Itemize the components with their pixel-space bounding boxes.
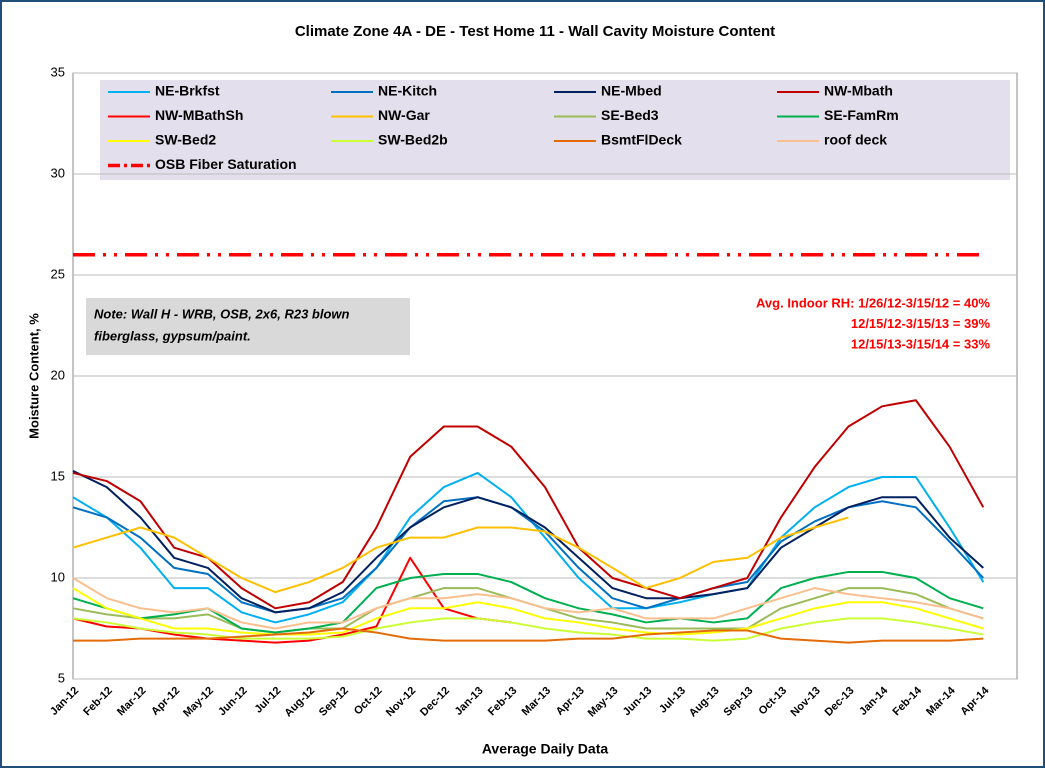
series-line bbox=[72, 617, 984, 642]
x-axis-label: Average Daily Data bbox=[482, 741, 609, 757]
legend-label: SE-Bed3 bbox=[601, 107, 659, 123]
note-text: Note: Wall H - WRB, OSB, 2x6, R23 blown bbox=[94, 306, 350, 321]
series-line bbox=[72, 496, 985, 614]
legend-label: BsmtFlDeck bbox=[601, 132, 682, 148]
legend-label: NW-Mbath bbox=[824, 83, 893, 99]
legend-label: SW-Bed2b bbox=[378, 132, 448, 148]
series-line bbox=[72, 399, 985, 610]
series-line bbox=[72, 470, 984, 614]
y-tick-label: 30 bbox=[51, 165, 65, 180]
y-tick-label: 15 bbox=[51, 468, 65, 483]
y-tick-label: 20 bbox=[51, 367, 65, 382]
note-box bbox=[86, 298, 410, 355]
y-axis-label: Moisture Content, % bbox=[26, 313, 41, 439]
legend-label: NE-Mbed bbox=[601, 83, 662, 99]
legend-label: roof deck bbox=[824, 132, 887, 148]
legend-label: NW-MBathSh bbox=[155, 107, 243, 123]
legend-label: NW-Gar bbox=[378, 107, 430, 123]
legend-label: NE-Kitch bbox=[378, 83, 437, 99]
series-line bbox=[72, 516, 849, 594]
series-line bbox=[72, 577, 984, 630]
y-tick-label: 10 bbox=[51, 569, 65, 584]
note-text: fiberglass, gypsum/paint. bbox=[94, 328, 251, 343]
rh-annotation: 12/15/13-3/15/14 = 33% bbox=[851, 336, 991, 351]
legend-box bbox=[100, 80, 1010, 180]
y-tick-label: 25 bbox=[51, 266, 65, 281]
y-tick-label: 5 bbox=[58, 670, 65, 685]
rh-annotation: Avg. Indoor RH: 1/26/12-3/15/12 = 40% bbox=[756, 295, 990, 310]
legend-label: SE-FamRm bbox=[824, 107, 899, 123]
rh-annotation: 12/15/12-3/15/13 = 39% bbox=[851, 316, 991, 331]
series-line bbox=[73, 627, 984, 644]
chart-title: Climate Zone 4A - DE - Test Home 11 - Wa… bbox=[295, 23, 775, 40]
legend-label: SW-Bed2 bbox=[155, 132, 216, 148]
legend-label: NE-Brkfst bbox=[155, 83, 220, 99]
legend-label: OSB Fiber Saturation bbox=[155, 156, 297, 172]
series-line bbox=[72, 570, 984, 634]
series-line bbox=[72, 587, 984, 636]
y-tick-label: 35 bbox=[51, 64, 65, 79]
